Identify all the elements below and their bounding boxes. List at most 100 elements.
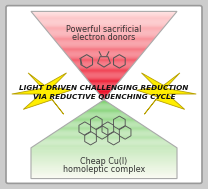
Polygon shape <box>137 73 196 114</box>
Polygon shape <box>31 157 177 158</box>
Polygon shape <box>84 75 124 77</box>
Polygon shape <box>33 14 175 15</box>
Polygon shape <box>85 111 123 112</box>
Polygon shape <box>97 103 111 104</box>
Polygon shape <box>85 77 123 78</box>
Polygon shape <box>78 69 130 70</box>
Polygon shape <box>31 173 177 174</box>
Polygon shape <box>31 165 177 166</box>
Polygon shape <box>47 30 161 31</box>
Polygon shape <box>31 160 177 162</box>
Polygon shape <box>96 90 112 91</box>
Polygon shape <box>77 67 131 68</box>
Polygon shape <box>31 164 177 165</box>
Polygon shape <box>52 37 156 38</box>
Polygon shape <box>42 25 166 26</box>
Polygon shape <box>61 127 147 128</box>
Polygon shape <box>90 108 118 109</box>
Polygon shape <box>80 71 128 72</box>
Polygon shape <box>62 49 146 50</box>
Polygon shape <box>50 35 158 36</box>
Polygon shape <box>69 58 139 59</box>
Polygon shape <box>35 16 173 17</box>
Polygon shape <box>36 17 172 18</box>
Polygon shape <box>37 19 171 20</box>
Text: Powerful sacrificial: Powerful sacrificial <box>66 25 142 34</box>
Polygon shape <box>88 81 120 82</box>
Polygon shape <box>101 96 107 98</box>
Polygon shape <box>95 89 113 90</box>
Polygon shape <box>43 26 165 27</box>
Polygon shape <box>31 168 177 170</box>
Polygon shape <box>63 126 145 127</box>
Polygon shape <box>94 88 114 89</box>
Polygon shape <box>57 42 151 43</box>
Polygon shape <box>54 131 154 132</box>
Polygon shape <box>58 45 150 46</box>
Polygon shape <box>70 121 138 122</box>
Polygon shape <box>65 125 143 126</box>
Polygon shape <box>102 100 106 101</box>
Polygon shape <box>75 118 133 119</box>
Polygon shape <box>59 46 149 47</box>
Polygon shape <box>34 15 174 16</box>
Polygon shape <box>76 66 132 67</box>
Polygon shape <box>79 70 129 71</box>
Polygon shape <box>31 155 177 156</box>
Polygon shape <box>73 62 135 63</box>
Polygon shape <box>53 132 155 134</box>
Polygon shape <box>68 57 140 58</box>
Text: electron donors: electron donors <box>72 33 136 42</box>
Text: VIA REDUCTIVE QUENCHING CYCLE: VIA REDUCTIVE QUENCHING CYCLE <box>33 94 175 100</box>
Polygon shape <box>42 139 166 140</box>
Polygon shape <box>48 136 160 137</box>
Polygon shape <box>72 120 136 121</box>
Polygon shape <box>63 50 145 51</box>
Polygon shape <box>80 114 128 115</box>
Polygon shape <box>39 141 169 143</box>
Polygon shape <box>57 43 151 45</box>
Polygon shape <box>102 98 106 99</box>
Polygon shape <box>31 149 177 150</box>
Polygon shape <box>66 53 142 54</box>
Polygon shape <box>81 72 127 73</box>
Polygon shape <box>37 143 171 144</box>
Polygon shape <box>101 101 107 102</box>
Polygon shape <box>72 61 136 62</box>
Polygon shape <box>53 38 155 39</box>
Polygon shape <box>71 60 137 61</box>
Polygon shape <box>67 54 141 56</box>
Polygon shape <box>70 59 138 60</box>
Polygon shape <box>59 128 149 129</box>
Polygon shape <box>83 112 125 113</box>
Polygon shape <box>49 135 159 136</box>
Polygon shape <box>46 29 162 30</box>
Polygon shape <box>39 21 169 22</box>
Polygon shape <box>75 64 133 66</box>
Polygon shape <box>67 56 141 57</box>
Text: homoleptic complex: homoleptic complex <box>63 165 145 174</box>
Polygon shape <box>66 123 142 125</box>
Polygon shape <box>74 63 134 64</box>
Polygon shape <box>89 82 119 83</box>
Polygon shape <box>51 36 157 37</box>
Polygon shape <box>31 177 177 179</box>
Polygon shape <box>99 93 109 94</box>
Polygon shape <box>65 52 143 53</box>
Polygon shape <box>73 119 135 120</box>
Polygon shape <box>31 147 177 148</box>
Polygon shape <box>92 85 116 87</box>
Polygon shape <box>89 109 119 110</box>
Polygon shape <box>60 47 148 48</box>
Polygon shape <box>12 73 71 114</box>
Polygon shape <box>58 129 150 130</box>
Polygon shape <box>99 102 109 103</box>
Text: LIGHT DRIVEN CHALLENGING REDUCTION: LIGHT DRIVEN CHALLENGING REDUCTION <box>19 85 189 91</box>
Polygon shape <box>98 92 110 93</box>
Polygon shape <box>82 113 126 114</box>
Polygon shape <box>49 33 159 35</box>
Polygon shape <box>31 11 177 12</box>
Polygon shape <box>48 32 160 33</box>
Polygon shape <box>77 117 131 118</box>
Polygon shape <box>56 41 152 42</box>
